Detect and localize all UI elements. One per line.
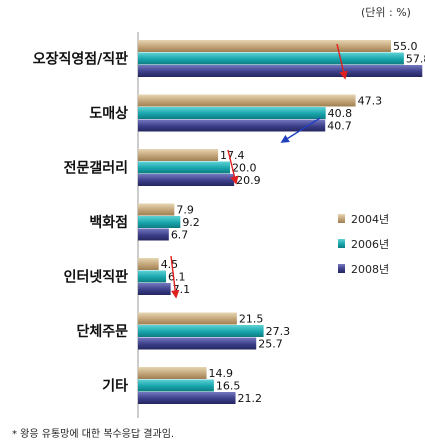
value-label: 27.3 [266, 325, 291, 338]
value-label: 20.9 [236, 174, 261, 187]
value-label: 21.2 [238, 392, 263, 405]
value-label: 7.9 [176, 204, 194, 217]
value-label: 20.0 [232, 162, 257, 175]
bar [138, 228, 169, 241]
value-label: 57.8 [406, 53, 425, 66]
legend-swatch-2004 [338, 214, 345, 223]
bar [138, 40, 391, 52]
bar [138, 367, 207, 379]
value-label: 4.5 [161, 258, 179, 271]
category-label: 기타 [102, 379, 128, 395]
unit-label: (단위 : %) [361, 6, 411, 19]
value-label: 21.5 [239, 313, 264, 326]
bar [138, 203, 175, 216]
labels-layer: 오장직영점/직판55.057.861.8도매상47.340.840.7전문갤러리… [33, 40, 425, 405]
legend: 2004년 2006년 2008년 [338, 213, 389, 276]
legend-swatch-2006 [338, 239, 345, 248]
bar [138, 149, 219, 161]
bar [138, 216, 181, 228]
bar [138, 312, 237, 325]
bar [138, 94, 356, 107]
bar [138, 65, 423, 77]
value-label: 6.1 [168, 271, 186, 284]
bar [138, 283, 171, 295]
legend-swatch-2008 [338, 264, 345, 273]
bar [138, 119, 326, 132]
bar [138, 337, 257, 350]
category-label: 백화점 [89, 214, 128, 231]
category-label: 인터넷직판 [64, 269, 129, 286]
legend-label-2004: 2004년 [351, 213, 389, 226]
bar [138, 107, 326, 119]
bar [138, 174, 235, 186]
category-label: 단체주문 [76, 323, 128, 340]
trend-arrow [170, 255, 180, 299]
category-label: 전문갤러리 [64, 160, 128, 177]
value-label: 40.7 [327, 120, 352, 133]
bar [138, 392, 236, 404]
trend-arrows [170, 43, 348, 299]
trend-arrow [336, 43, 348, 80]
value-label: 14.9 [209, 367, 234, 380]
bar [138, 325, 264, 337]
category-label: 도매상 [89, 106, 128, 122]
value-label: 40.8 [328, 107, 353, 120]
bar [138, 161, 230, 174]
value-label: 16.5 [216, 380, 241, 393]
legend-label-2006: 2006년 [351, 238, 389, 251]
bar [138, 258, 159, 270]
bar [138, 379, 214, 392]
footnote: * 왕응 유통망에 대한 복수응답 결과임. [12, 427, 174, 440]
value-label: 9.2 [182, 216, 200, 229]
value-label: 47.3 [358, 95, 383, 108]
value-label: 17.4 [220, 149, 245, 162]
legend-label-2008: 2008년 [351, 263, 389, 276]
bars-layer [138, 40, 423, 404]
category-label: 오장직영점/직판 [33, 51, 128, 68]
bar [138, 52, 404, 65]
value-label: 6.7 [171, 229, 189, 242]
value-label: 25.7 [258, 338, 283, 351]
trend-arrow [227, 149, 239, 185]
bar [138, 270, 167, 283]
value-label: 55.0 [393, 40, 418, 53]
trend-arrow [280, 117, 321, 143]
